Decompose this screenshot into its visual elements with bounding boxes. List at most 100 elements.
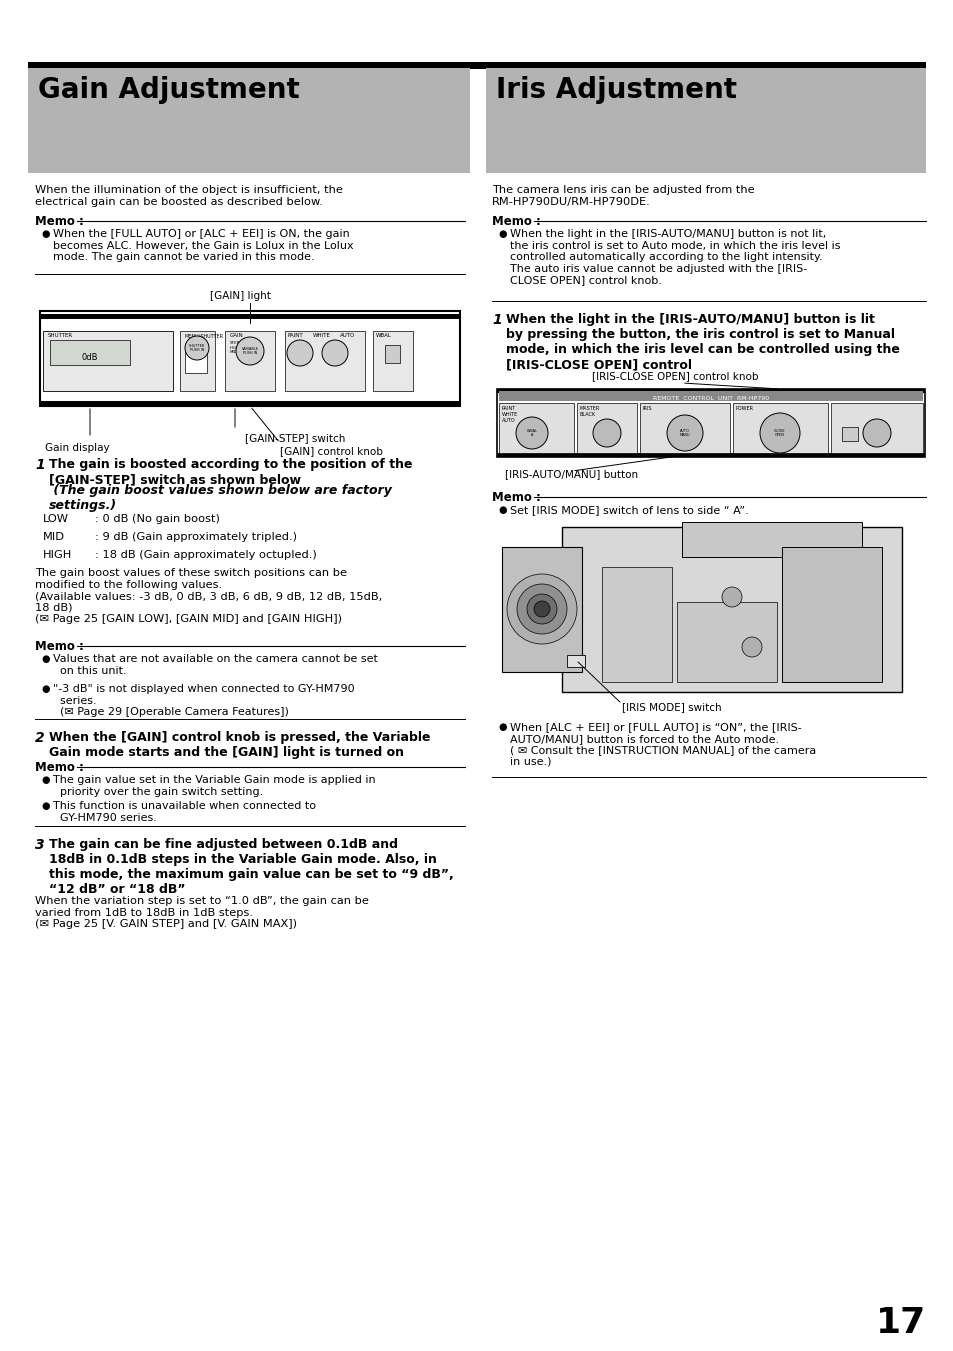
Text: [IRIS-AUTO/MANU] button: [IRIS-AUTO/MANU] button [505, 469, 638, 480]
Text: [GAIN] light: [GAIN] light [210, 290, 270, 301]
Text: Memo :: Memo : [492, 490, 540, 504]
Text: When the [GAIN] control knob is pressed, the Variable
Gain mode starts and the [: When the [GAIN] control knob is pressed,… [49, 731, 430, 759]
Text: When [ALC + EEI] or [FULL AUTO] is “ON”, the [IRIS-
AUTO/MANU] button is forced : When [ALC + EEI] or [FULL AUTO] is “ON”,… [510, 721, 816, 767]
Text: 1: 1 [492, 313, 501, 327]
Text: MASTER
BLACK: MASTER BLACK [579, 407, 599, 417]
Text: "-3 dB" is not displayed when connected to GY-HM790
  series.
  (✉ Page 29 [Oper: "-3 dB" is not displayed when connected … [53, 684, 355, 717]
FancyBboxPatch shape [577, 403, 637, 453]
Text: ●: ● [497, 721, 506, 732]
FancyBboxPatch shape [28, 62, 925, 69]
Text: STEP
HIGH
MID: STEP HIGH MID [230, 340, 240, 354]
FancyBboxPatch shape [681, 521, 862, 557]
Text: Set [IRIS MODE] switch of lens to side “ A”.: Set [IRIS MODE] switch of lens to side “… [510, 505, 748, 515]
Circle shape [516, 417, 547, 449]
Circle shape [506, 574, 577, 644]
Text: The gain is boosted according to the position of the
[GAIN-STEP] switch as shown: The gain is boosted according to the pos… [49, 458, 412, 486]
Text: ●: ● [41, 775, 50, 785]
Text: VARIABLE
PUSH IN: VARIABLE PUSH IN [241, 347, 258, 355]
Circle shape [741, 638, 761, 657]
Circle shape [593, 419, 620, 447]
FancyBboxPatch shape [497, 453, 924, 457]
Text: The gain value set in the Variable Gain mode is applied in
  priority over the g: The gain value set in the Variable Gain … [53, 775, 375, 797]
FancyBboxPatch shape [497, 389, 924, 457]
Text: When the illumination of the object is insufficient, the
electrical gain can be : When the illumination of the object is i… [35, 185, 342, 207]
Text: WBAL: WBAL [375, 332, 392, 338]
Text: MID: MID [43, 532, 65, 542]
Text: Iris Adjustment: Iris Adjustment [496, 76, 737, 104]
Text: W.BAL
A: W.BAL A [526, 428, 537, 438]
FancyBboxPatch shape [497, 389, 924, 393]
Text: REMOTE  CONTROL  UNIT  RM-HP790: REMOTE CONTROL UNIT RM-HP790 [652, 396, 768, 401]
FancyBboxPatch shape [639, 403, 729, 453]
Text: SHUTTER
PUSH IN: SHUTTER PUSH IN [189, 343, 205, 353]
FancyBboxPatch shape [485, 68, 925, 173]
FancyBboxPatch shape [40, 311, 459, 407]
Text: ●: ● [497, 505, 506, 515]
Text: [IRIS-CLOSE OPEN] control knob: [IRIS-CLOSE OPEN] control knob [592, 372, 758, 381]
Text: : 0 dB (No gain boost): : 0 dB (No gain boost) [95, 513, 219, 524]
Text: 2: 2 [35, 731, 45, 744]
Text: ●: ● [41, 801, 50, 811]
Circle shape [534, 601, 550, 617]
Text: Memo :: Memo : [35, 761, 84, 774]
Text: AUTO: AUTO [339, 332, 355, 338]
FancyBboxPatch shape [225, 331, 274, 390]
Text: [GAIN] control knob: [GAIN] control knob [280, 446, 382, 457]
Text: Values that are not available on the camera cannot be set
  on this unit.: Values that are not available on the cam… [53, 654, 377, 676]
Text: PAINT: PAINT [288, 332, 303, 338]
Circle shape [760, 413, 800, 453]
Text: 17: 17 [875, 1306, 925, 1340]
FancyBboxPatch shape [43, 331, 172, 390]
Text: ●: ● [41, 684, 50, 694]
Circle shape [862, 419, 890, 447]
Text: When the light in the [IRIS-AUTO/MANU] button is not lit,
the iris control is se: When the light in the [IRIS-AUTO/MANU] b… [510, 230, 840, 285]
FancyBboxPatch shape [501, 547, 581, 671]
Text: Memo :: Memo : [492, 215, 540, 228]
Text: The camera lens iris can be adjusted from the
RM-HP790DU/RM-HP790DE.: The camera lens iris can be adjusted fro… [492, 185, 754, 207]
Text: POWER: POWER [735, 407, 753, 411]
Text: Gain Adjustment: Gain Adjustment [38, 76, 299, 104]
FancyBboxPatch shape [50, 340, 130, 365]
Text: ●: ● [41, 230, 50, 239]
Text: 3: 3 [35, 838, 45, 852]
Circle shape [526, 594, 557, 624]
Text: 1: 1 [35, 458, 45, 471]
Text: [GAIN-STEP] switch: [GAIN-STEP] switch [245, 434, 345, 443]
Text: Memo :: Memo : [35, 640, 84, 653]
Text: LOW: LOW [43, 513, 69, 524]
Text: AUTO
MANU: AUTO MANU [679, 428, 690, 438]
Text: When the variation step is set to “1.0 dB”, the gain can be
varied from 1dB to 1: When the variation step is set to “1.0 d… [35, 896, 369, 929]
Text: When the [FULL AUTO] or [ALC + EEI] is ON, the gain
becomes ALC. However, the Ga: When the [FULL AUTO] or [ALC + EEI] is O… [53, 230, 354, 262]
FancyBboxPatch shape [498, 403, 574, 453]
Text: : 9 dB (Gain approximately tripled.): : 9 dB (Gain approximately tripled.) [95, 532, 296, 542]
Text: PAINT
WHITE
AUTO: PAINT WHITE AUTO [501, 407, 517, 423]
FancyBboxPatch shape [180, 331, 214, 390]
Text: GAIN: GAIN [230, 332, 244, 338]
Circle shape [666, 415, 702, 451]
Text: This function is unavailable when connected to
  GY-HM790 series.: This function is unavailable when connec… [53, 801, 315, 823]
FancyBboxPatch shape [498, 390, 923, 401]
Circle shape [287, 340, 313, 366]
FancyBboxPatch shape [781, 547, 882, 682]
Text: ●: ● [41, 654, 50, 663]
Text: (The gain boost values shown below are factory
settings.): (The gain boost values shown below are f… [49, 484, 392, 512]
Text: WHITE: WHITE [313, 332, 331, 338]
Circle shape [235, 336, 264, 365]
Text: The gain can be fine adjusted between 0.1dB and
18dB in 0.1dB steps in the Varia: The gain can be fine adjusted between 0.… [49, 838, 454, 896]
FancyBboxPatch shape [285, 331, 365, 390]
FancyBboxPatch shape [373, 331, 413, 390]
Text: When the light in the [IRIS-AUTO/MANU] button is lit
by pressing the button, the: When the light in the [IRIS-AUTO/MANU] b… [505, 313, 899, 372]
FancyBboxPatch shape [561, 527, 901, 692]
Text: The gain boost values of these switch positions can be
modified to the following: The gain boost values of these switch po… [35, 567, 382, 624]
FancyBboxPatch shape [732, 403, 827, 453]
Text: SHUTTER: SHUTTER [48, 332, 73, 338]
FancyBboxPatch shape [677, 603, 776, 682]
Text: ●: ● [497, 230, 506, 239]
FancyBboxPatch shape [385, 345, 399, 363]
Circle shape [721, 586, 741, 607]
Circle shape [517, 584, 566, 634]
Text: : 18 dB (Gain approximately octupled.): : 18 dB (Gain approximately octupled.) [95, 550, 316, 561]
Text: Memo :: Memo : [35, 215, 84, 228]
FancyBboxPatch shape [40, 313, 459, 319]
Text: 0dB: 0dB [82, 353, 98, 362]
